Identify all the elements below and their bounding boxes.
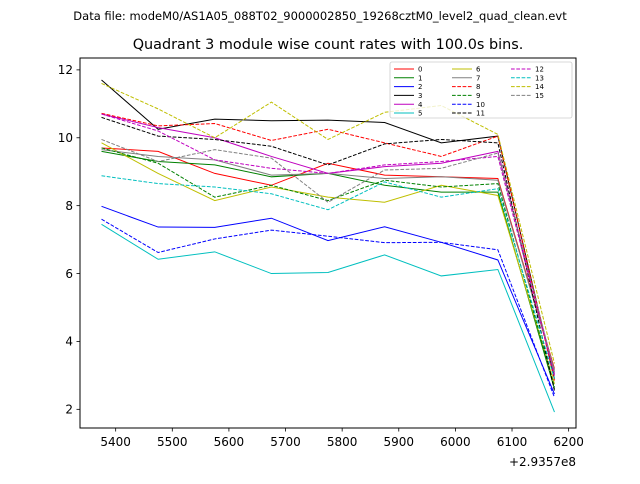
series-line-0 [101, 147, 555, 369]
x-tick-label: 6000 [440, 435, 471, 449]
legend-label-13: 13 [535, 74, 544, 82]
series-line-5 [101, 223, 555, 413]
chart-title: Quadrant 3 module wise count rates with … [133, 37, 524, 53]
plot-frame [79, 57, 577, 429]
y-axis: 2 4 6 8 10 12 [58, 63, 80, 417]
legend-label-7: 7 [476, 74, 480, 82]
series-line-3 [101, 79, 555, 379]
legend-label-12: 12 [535, 66, 544, 74]
y-tick-label: 10 [58, 131, 73, 145]
series-line-1 [101, 150, 555, 390]
legend-label-14: 14 [535, 83, 544, 91]
y-tick-label: 8 [65, 199, 73, 213]
legend-label-3: 3 [418, 92, 422, 100]
legend-label-5: 5 [418, 110, 422, 118]
y-tick-label: 2 [65, 403, 73, 417]
suptitle: Data file: modeM0/AS1A05_088T02_90000028… [73, 9, 567, 23]
series-line-2 [101, 205, 555, 395]
legend-label-11: 11 [476, 110, 485, 118]
series-line-9 [101, 147, 555, 388]
legend-box [389, 61, 573, 119]
series-line-4 [101, 113, 555, 374]
x-tick-label: 6100 [497, 435, 528, 449]
x-axis: 5400 5500 5600 5700 5800 5900 6000 6100 6200 [100, 428, 584, 449]
legend-label-8: 8 [476, 83, 480, 91]
series-line-13 [101, 175, 555, 379]
legend-label-15: 15 [535, 92, 544, 100]
x-tick-label: 5800 [327, 435, 358, 449]
legend-label-9: 9 [476, 92, 480, 100]
y-tick-label: 12 [58, 63, 73, 77]
series-line-6 [101, 142, 555, 385]
legend-label-0: 0 [418, 66, 422, 74]
x-tick-label: 5500 [157, 435, 188, 449]
x-offset-label: +2.9357e8 [509, 455, 576, 469]
legend-label-2: 2 [418, 83, 422, 91]
legend-label-10: 10 [476, 101, 485, 109]
series-layer [101, 79, 555, 413]
series-line-8 [101, 112, 555, 381]
series-line-10 [101, 218, 555, 398]
x-tick-label: 6200 [553, 435, 584, 449]
series-line-15 [101, 139, 555, 373]
x-tick-label: 5700 [270, 435, 301, 449]
legend-label-4: 4 [418, 101, 423, 109]
x-tick-label: 5900 [384, 435, 415, 449]
series-line-7 [101, 149, 555, 371]
series-line-11 [101, 116, 555, 391]
legend-label-1: 1 [418, 74, 422, 82]
x-tick-label: 5600 [214, 435, 245, 449]
y-tick-label: 4 [65, 335, 73, 349]
x-tick-label: 5400 [100, 435, 131, 449]
series-line-14 [101, 83, 555, 364]
y-tick-label: 6 [65, 267, 73, 281]
legend-label-6: 6 [476, 66, 481, 74]
